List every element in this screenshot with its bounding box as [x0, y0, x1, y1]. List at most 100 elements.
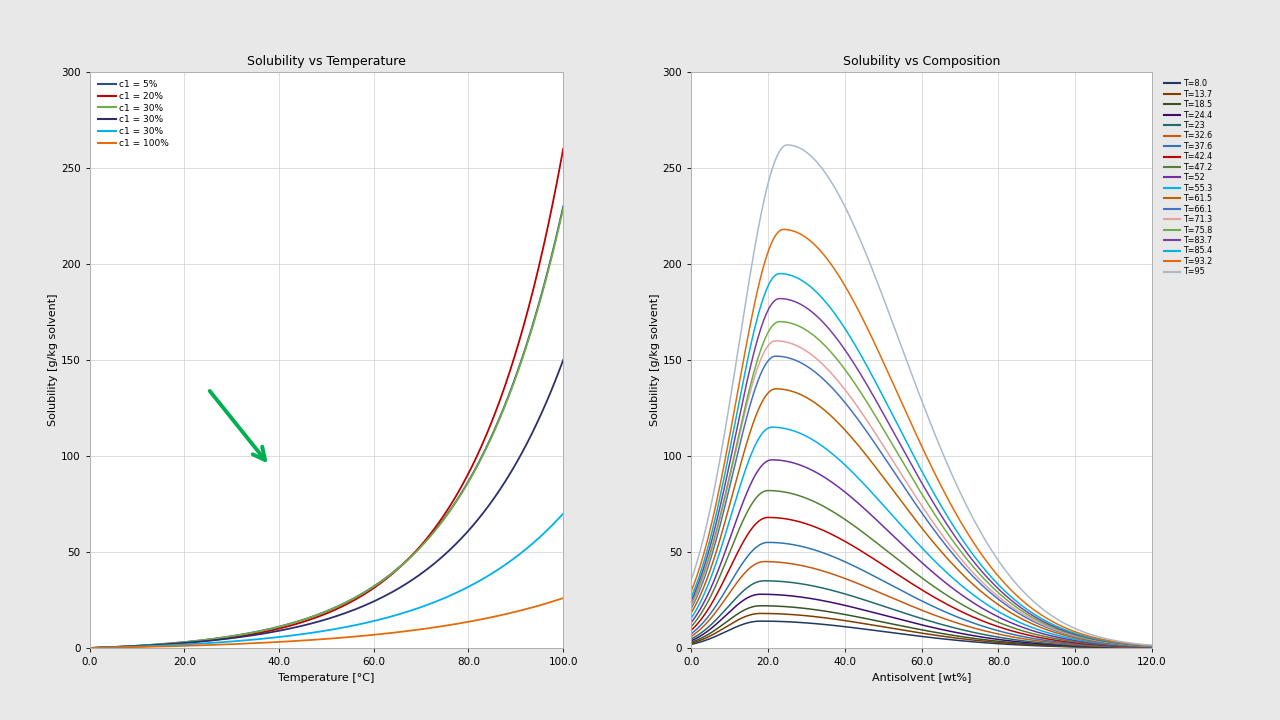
T=8.0 [753, 617, 768, 626]
T=66.1 [684, 604, 699, 613]
T=61.5 [956, 571, 972, 580]
T=8.0 [1144, 644, 1160, 652]
T=23 [1144, 643, 1160, 652]
T=32.6 [1032, 636, 1047, 645]
Line: T=47.2: T=47.2 [691, 490, 1152, 647]
T=75.8 [765, 321, 781, 330]
c1 = 30% [470, 577, 485, 586]
T=75.8 [772, 318, 787, 326]
T=55.3 [956, 583, 972, 592]
T=83.7 [992, 586, 1007, 595]
Line: T=93.2: T=93.2 [691, 230, 1152, 646]
T=24.4 [892, 615, 908, 624]
T=47.2 [684, 622, 699, 631]
T=75.8 [992, 590, 1007, 598]
c1 = 100% [307, 636, 323, 644]
T=52 [956, 592, 972, 600]
T=23 [956, 626, 972, 634]
T=18.5 [1144, 644, 1160, 652]
Legend: c1 = 5%, c1 = 20%, c1 = 30%, c1 = 30%, c1 = 30%, c1 = 100%: c1 = 5%, c1 = 20%, c1 = 30%, c1 = 30%, c… [95, 76, 173, 151]
T=61.5 [765, 385, 781, 394]
T=24.4 [684, 636, 699, 645]
T=52 [765, 456, 781, 464]
c1 = 20% [556, 145, 571, 153]
Line: T=95: T=95 [691, 145, 1152, 645]
Line: c1 = 30%: c1 = 30% [90, 513, 563, 648]
T=55.3 [764, 423, 780, 431]
T=83.7 [684, 596, 699, 605]
T=83.7 [1144, 642, 1160, 650]
T=23 [992, 633, 1007, 642]
c1 = 5% [544, 251, 559, 259]
T=8.0 [992, 639, 1007, 648]
T=8.0 [765, 617, 781, 626]
T=55.3 [803, 434, 818, 443]
T=18.5 [753, 601, 768, 610]
T=95 [992, 558, 1007, 567]
T=8.0 [684, 640, 699, 649]
T=85.4 [765, 274, 781, 282]
c1 = 30% [338, 608, 353, 617]
T=47.2 [1032, 631, 1047, 639]
T=66.1 [892, 477, 908, 486]
T=24.4 [765, 590, 781, 599]
c1 = 5% [470, 460, 485, 469]
T=93.2 [776, 225, 791, 234]
T=61.5 [768, 384, 783, 393]
T=55.3 [892, 520, 908, 528]
T=61.5 [803, 395, 818, 404]
T=8.0 [892, 629, 908, 638]
T=66.1 [765, 353, 781, 361]
T=47.2 [1144, 643, 1160, 652]
Line: T=23: T=23 [691, 581, 1152, 647]
T=71.3 [992, 593, 1007, 602]
c1 = 30% [338, 623, 353, 631]
T=37.6 [992, 627, 1007, 636]
T=32.6 [684, 632, 699, 641]
T=66.1 [768, 352, 783, 361]
T=93.2 [765, 236, 781, 245]
c1 = 30% [310, 628, 325, 636]
T=23 [803, 581, 818, 590]
T=24.4 [753, 590, 768, 598]
T=85.4 [892, 426, 908, 435]
Line: c1 = 100%: c1 = 100% [90, 598, 563, 648]
T=66.1 [803, 364, 818, 373]
Line: T=61.5: T=61.5 [691, 389, 1152, 647]
T=95 [780, 140, 795, 149]
T=71.3 [803, 350, 818, 359]
Line: T=75.8: T=75.8 [691, 322, 1152, 646]
T=47.2 [892, 557, 908, 566]
T=61.5 [1144, 642, 1160, 651]
T=47.2 [803, 495, 818, 504]
T=42.4 [760, 513, 776, 522]
T=18.5 [892, 621, 908, 630]
T=42.4 [684, 626, 699, 634]
T=66.1 [1032, 620, 1047, 629]
c1 = 100% [338, 633, 353, 642]
T=32.6 [1144, 643, 1160, 652]
Line: T=37.6: T=37.6 [691, 542, 1152, 647]
T=55.3 [992, 608, 1007, 616]
Y-axis label: Solubility [g/kg solvent]: Solubility [g/kg solvent] [49, 294, 58, 426]
c1 = 20% [307, 613, 323, 622]
c1 = 30% [307, 618, 323, 627]
T=85.4 [992, 582, 1007, 590]
T=93.2 [1144, 642, 1160, 650]
c1 = 30% [310, 618, 325, 626]
T=93.2 [892, 395, 908, 404]
T=23 [756, 577, 772, 585]
T=13.7 [992, 639, 1007, 647]
T=83.7 [765, 298, 781, 307]
X-axis label: Temperature [°C]: Temperature [°C] [278, 672, 375, 683]
T=83.7 [892, 441, 908, 449]
Line: c1 = 20%: c1 = 20% [90, 149, 563, 648]
Line: c1 = 5%: c1 = 5% [90, 207, 563, 648]
T=37.6 [892, 585, 908, 594]
T=23 [1032, 638, 1047, 647]
T=71.3 [1144, 642, 1160, 650]
T=52 [992, 613, 1007, 622]
c1 = 20% [470, 450, 485, 459]
T=85.4 [772, 269, 787, 278]
T=83.7 [956, 544, 972, 553]
